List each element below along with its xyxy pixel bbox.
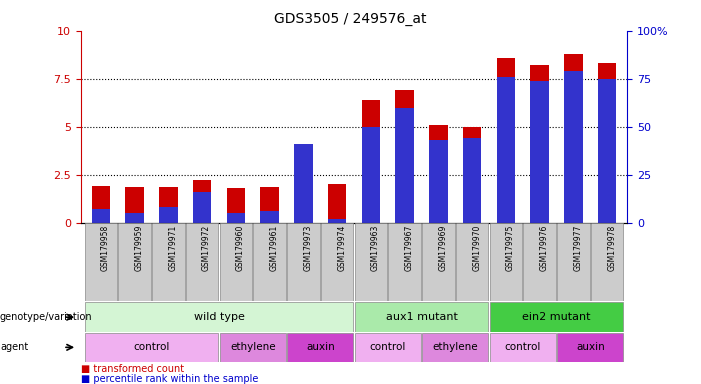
Text: wild type: wild type	[193, 312, 245, 322]
Bar	[591, 223, 623, 301]
Bar	[287, 223, 320, 301]
Bar	[355, 302, 489, 332]
Bar	[328, 184, 346, 223]
Text: GSM179978: GSM179978	[607, 225, 616, 271]
Bar	[92, 209, 110, 223]
Bar	[422, 223, 454, 301]
Bar	[429, 140, 448, 223]
Bar	[463, 127, 482, 223]
Text: GSM179970: GSM179970	[472, 225, 481, 271]
Bar	[362, 100, 380, 223]
Bar	[186, 223, 218, 301]
Bar	[395, 108, 414, 223]
Bar	[456, 223, 489, 301]
Text: GSM179967: GSM179967	[404, 225, 414, 271]
Bar	[496, 58, 515, 223]
Bar	[193, 180, 212, 223]
Bar	[226, 213, 245, 223]
Text: GSM179959: GSM179959	[135, 225, 144, 271]
Text: ein2 mutant: ein2 mutant	[522, 312, 591, 322]
Bar	[159, 187, 177, 223]
Bar	[429, 125, 448, 223]
Bar	[287, 333, 353, 362]
Bar	[355, 223, 387, 301]
Bar	[125, 187, 144, 223]
Bar	[152, 223, 184, 301]
Text: GSM179975: GSM179975	[506, 225, 515, 271]
Bar	[226, 188, 245, 223]
Text: GSM179973: GSM179973	[304, 225, 313, 271]
Text: GSM179977: GSM179977	[573, 225, 583, 271]
Bar	[125, 213, 144, 223]
Text: GDS3505 / 249576_at: GDS3505 / 249576_at	[274, 12, 427, 25]
Bar	[355, 333, 421, 362]
Text: auxin: auxin	[576, 342, 605, 353]
Text: GSM179969: GSM179969	[438, 225, 447, 271]
Bar	[564, 54, 583, 223]
Bar	[118, 223, 151, 301]
Bar	[490, 333, 556, 362]
Bar	[219, 223, 252, 301]
Text: GSM179961: GSM179961	[270, 225, 278, 271]
Text: ethylene: ethylene	[433, 342, 478, 353]
Bar	[294, 144, 313, 223]
Bar	[85, 333, 218, 362]
Bar	[564, 71, 583, 223]
Bar	[531, 81, 549, 223]
Bar	[598, 63, 616, 223]
Text: genotype/variation: genotype/variation	[0, 312, 93, 322]
Bar	[557, 223, 590, 301]
Bar	[260, 187, 279, 223]
Bar	[92, 186, 110, 223]
Text: aux1 mutant: aux1 mutant	[386, 312, 458, 322]
Bar	[85, 223, 117, 301]
Bar	[557, 333, 623, 362]
Bar	[496, 77, 515, 223]
Text: GSM179958: GSM179958	[101, 225, 110, 271]
Bar	[598, 79, 616, 223]
Text: control: control	[505, 342, 541, 353]
Bar	[328, 219, 346, 223]
Bar	[531, 65, 549, 223]
Bar	[294, 144, 313, 223]
Bar	[490, 302, 623, 332]
Bar	[463, 138, 482, 223]
Bar	[193, 192, 212, 223]
Text: GSM179972: GSM179972	[202, 225, 211, 271]
Bar	[388, 223, 421, 301]
Text: agent: agent	[0, 342, 28, 353]
Bar	[362, 127, 380, 223]
Bar	[490, 223, 522, 301]
Bar	[260, 211, 279, 223]
Bar	[85, 302, 353, 332]
Text: GSM179960: GSM179960	[236, 225, 245, 271]
Text: control: control	[369, 342, 406, 353]
Bar	[395, 90, 414, 223]
Text: GSM179974: GSM179974	[337, 225, 346, 271]
Text: auxin: auxin	[306, 342, 334, 353]
Text: GSM179963: GSM179963	[371, 225, 380, 271]
Text: GSM179971: GSM179971	[168, 225, 177, 271]
Bar	[254, 223, 286, 301]
Bar	[159, 207, 177, 223]
Text: ■ transformed count: ■ transformed count	[81, 364, 184, 374]
Text: GSM179976: GSM179976	[540, 225, 549, 271]
Text: ethylene: ethylene	[230, 342, 275, 353]
Text: control: control	[133, 342, 170, 353]
Bar	[321, 223, 353, 301]
Bar	[422, 333, 489, 362]
Bar	[524, 223, 556, 301]
Bar	[219, 333, 286, 362]
Text: ■ percentile rank within the sample: ■ percentile rank within the sample	[81, 374, 258, 384]
